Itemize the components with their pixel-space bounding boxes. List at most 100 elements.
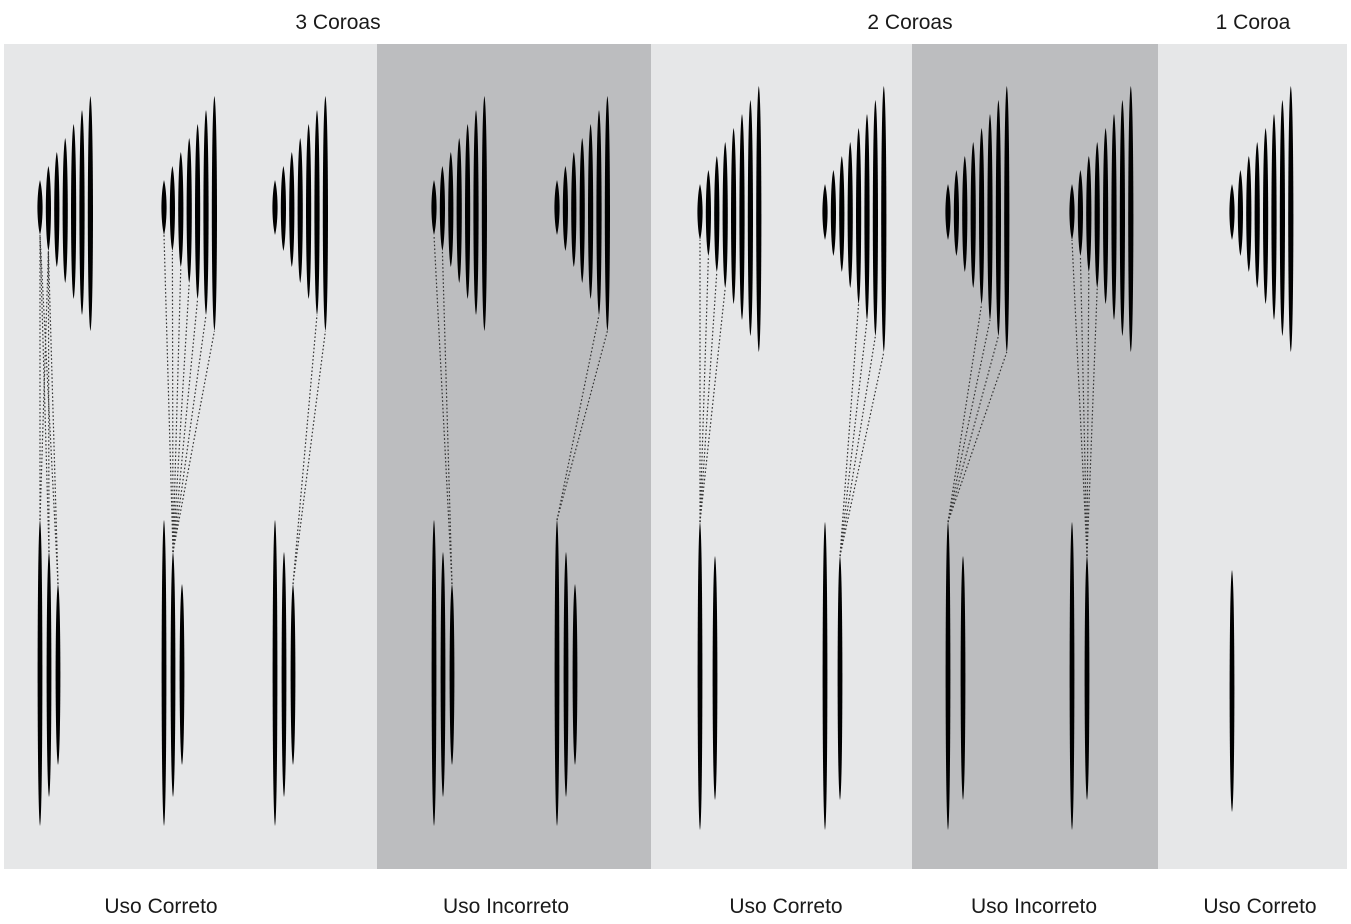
rear-sprocket xyxy=(289,152,295,267)
rear-sprocket xyxy=(211,96,217,331)
chainring xyxy=(46,552,52,797)
rear-sprocket xyxy=(856,128,862,304)
header-three-chainrings: 3 Coroas xyxy=(295,11,380,34)
rear-sprocket xyxy=(731,128,737,304)
rear-sprocket xyxy=(71,124,77,299)
rear-sprocket xyxy=(987,114,993,320)
chainring xyxy=(440,552,446,797)
chainring xyxy=(1084,556,1090,800)
rear-sprocket xyxy=(1288,86,1294,352)
rear-sprocket xyxy=(1077,170,1083,256)
panel-background xyxy=(377,44,651,869)
chain-line xyxy=(1086,271,1090,557)
chain-line xyxy=(171,250,174,553)
chain-line xyxy=(292,314,318,585)
chainring xyxy=(837,556,843,800)
rear-sprocket xyxy=(571,152,577,267)
rear-sprocket xyxy=(872,100,878,336)
chain-line xyxy=(172,282,190,553)
chainring xyxy=(37,520,43,826)
rear-sprocket xyxy=(970,142,976,288)
rear-sprocket xyxy=(962,156,968,272)
chain-line xyxy=(39,234,59,585)
rear-sprocket xyxy=(756,86,762,352)
rear-sprocket xyxy=(705,170,711,256)
panel-background xyxy=(651,44,912,869)
rear-sprocket xyxy=(1094,142,1100,288)
chain-line xyxy=(172,298,199,553)
rear-sprocket xyxy=(822,184,828,240)
panel-background xyxy=(1158,44,1347,869)
rear-sprocket xyxy=(45,166,51,251)
chain-line xyxy=(947,319,991,523)
rear-sprocket xyxy=(722,142,728,288)
rear-sprocket xyxy=(995,100,1001,336)
chainring xyxy=(1229,570,1235,812)
rear-sprocket xyxy=(1271,114,1277,320)
rear-sprocket xyxy=(431,180,437,235)
rear-sprocket xyxy=(1279,100,1285,336)
rear-sprocket xyxy=(839,156,845,272)
rear-sprocket xyxy=(747,100,753,336)
header-two-chainrings: 2 Coroas xyxy=(867,11,952,34)
chain-line xyxy=(433,234,453,585)
chainring xyxy=(572,584,578,765)
rear-sprocket xyxy=(62,138,68,283)
chain-line xyxy=(699,255,709,523)
rear-sprocket xyxy=(830,170,836,256)
rear-sprocket xyxy=(439,166,445,251)
rear-sprocket xyxy=(1086,156,1092,272)
chain-line xyxy=(699,287,726,523)
chainring xyxy=(170,552,176,797)
rear-sprocket xyxy=(739,114,745,320)
chainring xyxy=(55,584,61,765)
rear-sprocket xyxy=(881,86,887,352)
rear-sprocket xyxy=(1103,128,1109,304)
rear-sprocket xyxy=(604,96,610,331)
chainring xyxy=(822,522,828,830)
rear-sprocket xyxy=(306,124,312,299)
chain-line xyxy=(1086,287,1098,557)
rear-sprocket xyxy=(1128,86,1134,352)
rear-sprocket xyxy=(272,180,278,235)
rear-sprocket xyxy=(953,170,959,256)
rear-sprocket xyxy=(864,114,870,320)
chain-line xyxy=(441,250,453,585)
chain-line xyxy=(947,335,999,523)
rear-sprocket xyxy=(847,142,853,288)
chainring xyxy=(290,584,296,765)
rear-sprocket xyxy=(562,166,568,251)
rear-sprocket xyxy=(37,180,43,235)
panel-background xyxy=(912,44,1158,869)
chainring xyxy=(563,552,569,797)
rear-sprocket xyxy=(697,184,703,240)
rear-sprocket xyxy=(1111,114,1117,320)
rear-sprocket xyxy=(314,110,320,315)
panel-label-incorrect: Uso Incorreto xyxy=(971,895,1097,918)
chain-line xyxy=(39,250,49,521)
chain-line xyxy=(839,303,860,557)
chainring xyxy=(272,520,278,826)
rear-sprocket xyxy=(1246,156,1252,272)
rear-sprocket xyxy=(1254,142,1260,288)
chainring xyxy=(1069,522,1075,830)
chain-line xyxy=(1071,239,1088,557)
chain-line xyxy=(947,303,983,523)
rear-sprocket xyxy=(588,124,594,299)
rear-sprocket xyxy=(178,152,184,267)
panel-label-correct: Uso Correto xyxy=(1203,895,1316,918)
chain-line xyxy=(839,319,868,557)
rear-sprocket xyxy=(1229,184,1235,240)
chain-line xyxy=(839,335,876,557)
rear-sprocket xyxy=(481,96,487,331)
rear-sprocket xyxy=(448,152,454,267)
chainring xyxy=(554,520,560,826)
chain-line xyxy=(292,330,326,585)
chainring xyxy=(179,584,185,765)
chainring xyxy=(449,584,455,765)
rear-sprocket xyxy=(456,138,462,283)
chainring xyxy=(161,520,167,826)
chainring xyxy=(945,522,951,830)
rear-sprocket xyxy=(596,110,602,315)
